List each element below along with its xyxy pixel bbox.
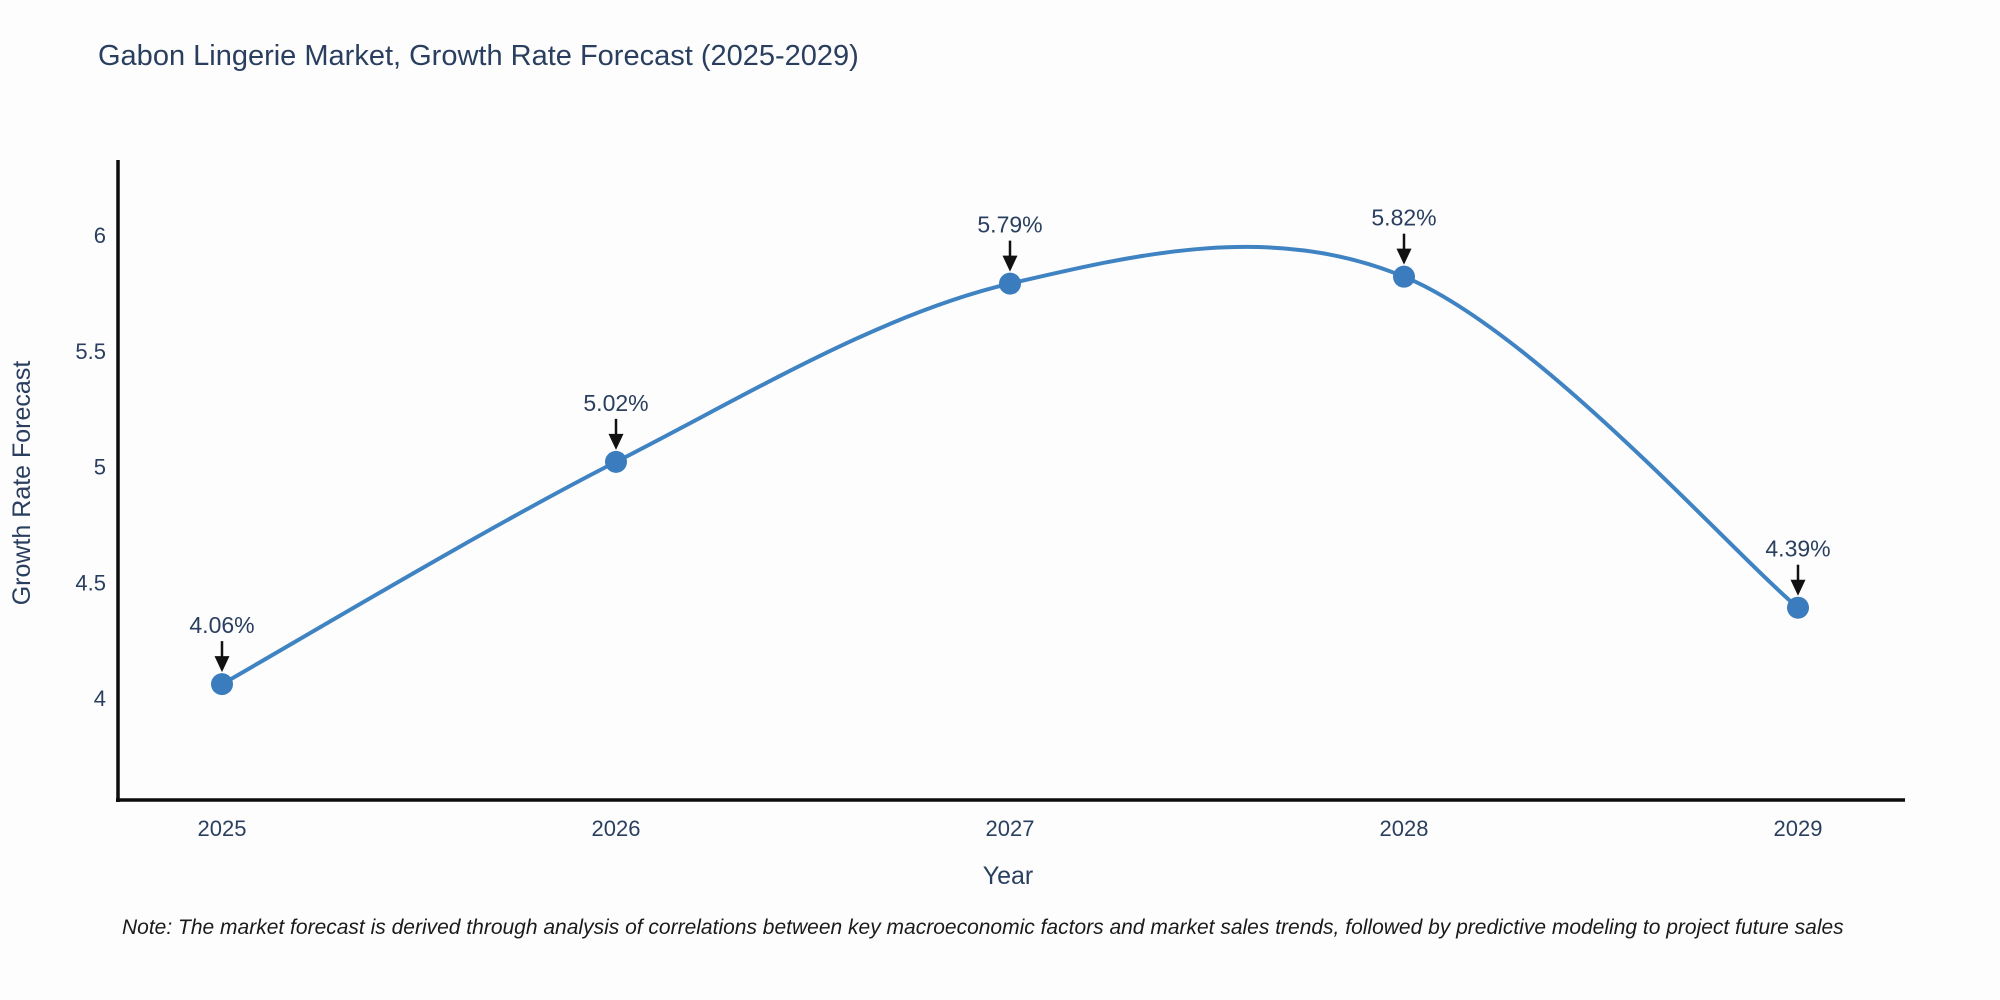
x-tick-label: 2027 (986, 816, 1035, 841)
y-tick-label: 4.5 (75, 570, 106, 595)
y-tick-label: 5 (94, 455, 106, 480)
point-value-label: 4.06% (189, 612, 254, 638)
point-value-label: 5.02% (583, 390, 648, 416)
point-value-label: 5.79% (977, 212, 1042, 238)
annotation-arrowhead-icon (1396, 248, 1412, 265)
annotation-arrowhead-icon (1790, 579, 1806, 596)
point-value-label: 5.82% (1371, 205, 1436, 231)
trend-line (221, 244, 1800, 686)
annotation-arrowhead-icon (214, 656, 230, 673)
point-value-label: 4.39% (1765, 536, 1830, 562)
data-point-marker (1393, 265, 1415, 288)
x-tick-label: 2026 (592, 816, 641, 841)
x-axis-title: Year (983, 862, 1034, 890)
y-tick-label: 5.5 (75, 339, 106, 364)
chart-title: Gabon Lingerie Market, Growth Rate Forec… (98, 40, 859, 72)
x-tick-label: 2028 (1380, 816, 1429, 841)
data-point-marker (211, 673, 233, 696)
data-point-marker (1787, 596, 1809, 619)
footnote: Note: The market forecast is derived thr… (122, 916, 1844, 939)
y-axis-title: Growth Rate Forecast (8, 361, 36, 606)
annotation-arrowhead-icon (608, 433, 624, 450)
x-tick-label: 2025 (198, 816, 247, 841)
annotation-arrowhead-icon (1002, 255, 1018, 272)
y-tick-label: 4 (94, 686, 106, 711)
x-tick-label: 2029 (1774, 816, 1823, 841)
data-point-marker (999, 272, 1021, 295)
y-tick-label: 6 (94, 223, 106, 248)
data-point-marker (605, 450, 627, 473)
